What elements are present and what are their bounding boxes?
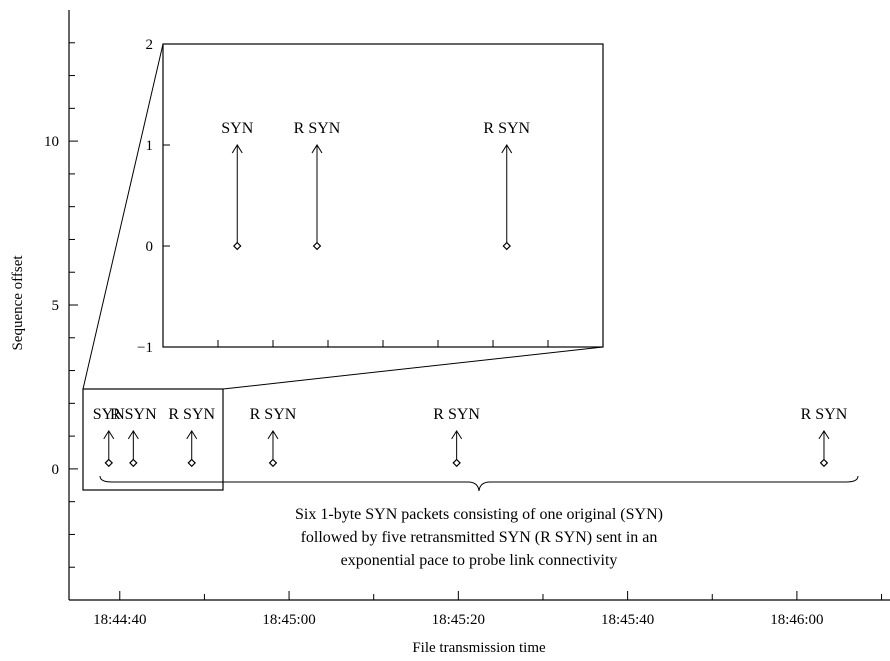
packet-label-4: R SYN — [250, 406, 297, 423]
inset-packet-label-3: R SYN — [483, 120, 530, 137]
inset-y-axis-ticks: −1 0 1 2 — [137, 37, 170, 356]
y-tick-label: 0 — [52, 462, 60, 478]
annotation-line-3: exponential pace to probe link connectiv… — [341, 552, 618, 569]
inset-packet-arrow-2-head — [311, 144, 323, 154]
inset-y-tick-label: −1 — [137, 340, 153, 356]
y-axis-label: Sequence offset — [10, 255, 26, 351]
packet-marker-6 — [819, 458, 829, 468]
inset-y-tick-label: 2 — [146, 37, 154, 53]
packet-label-3: R SYN — [168, 406, 215, 423]
inset-packet-label-2: R SYN — [294, 120, 341, 137]
zoom-connector-left — [82, 43, 164, 390]
inset-y-tick-label: 1 — [146, 138, 154, 154]
y-tick-label: 5 — [52, 298, 60, 314]
packet-arrow-4-head — [267, 429, 279, 440]
packet-label-6: R SYN — [801, 406, 848, 423]
packet-marker-2 — [129, 458, 138, 468]
packet-label-2: R SYN — [110, 406, 157, 423]
packet-arrow-1-head — [103, 429, 115, 440]
inset-packet-label-1: SYN — [221, 120, 253, 137]
x-tick-label: 18:45:00 — [262, 612, 315, 628]
packet-arrow-6-head — [818, 429, 830, 440]
annotation-line-1: Six 1-byte SYN packets consisting of one… — [295, 506, 663, 523]
packet-marker-5 — [452, 458, 461, 468]
inset-packet-arrow-1-head — [231, 144, 243, 154]
packet-label-5: R SYN — [433, 406, 480, 423]
y-axis-ticks: 0 5 10 — [44, 42, 78, 568]
inset-packet-arrow-3-head — [501, 144, 513, 154]
packet-marker-1 — [104, 458, 114, 468]
packet-arrow-2-head — [127, 429, 139, 440]
inset-x-axis-ticks — [217, 340, 604, 347]
x-axis-label: File transmission time — [412, 640, 546, 656]
annotation-brace — [99, 475, 859, 492]
zoom-region-box — [82, 388, 224, 491]
inset-packet-marker-3 — [502, 241, 511, 251]
inset-packet-marker-2 — [312, 241, 322, 251]
inset-data-points: SYN R SYN R SYN — [221, 120, 531, 251]
x-tick-label: 18:46:00 — [770, 612, 823, 628]
packet-marker-4 — [268, 458, 278, 468]
x-tick-label: 18:44:40 — [93, 612, 146, 628]
packet-arrow-5-head — [451, 429, 463, 440]
inset-y-tick-label: 0 — [146, 239, 154, 255]
zoom-connector-right — [222, 346, 604, 390]
x-tick-label: 18:45:40 — [601, 612, 654, 628]
packet-marker-3 — [187, 458, 196, 468]
inset-frame — [162, 43, 604, 348]
annotation-line-2: followed by five retransmitted SYN (R SY… — [301, 529, 658, 546]
x-axis-ticks: 18:44:40 18:45:00 18:45:20 18:45:40 18:46:00 — [93, 591, 883, 628]
x-tick-label: 18:45:20 — [432, 612, 485, 628]
packet-label-1: SYN — [93, 406, 125, 423]
packet-arrow-3-head — [186, 429, 198, 440]
y-tick-label: 10 — [44, 134, 59, 150]
inset-packet-marker-1 — [233, 241, 242, 251]
